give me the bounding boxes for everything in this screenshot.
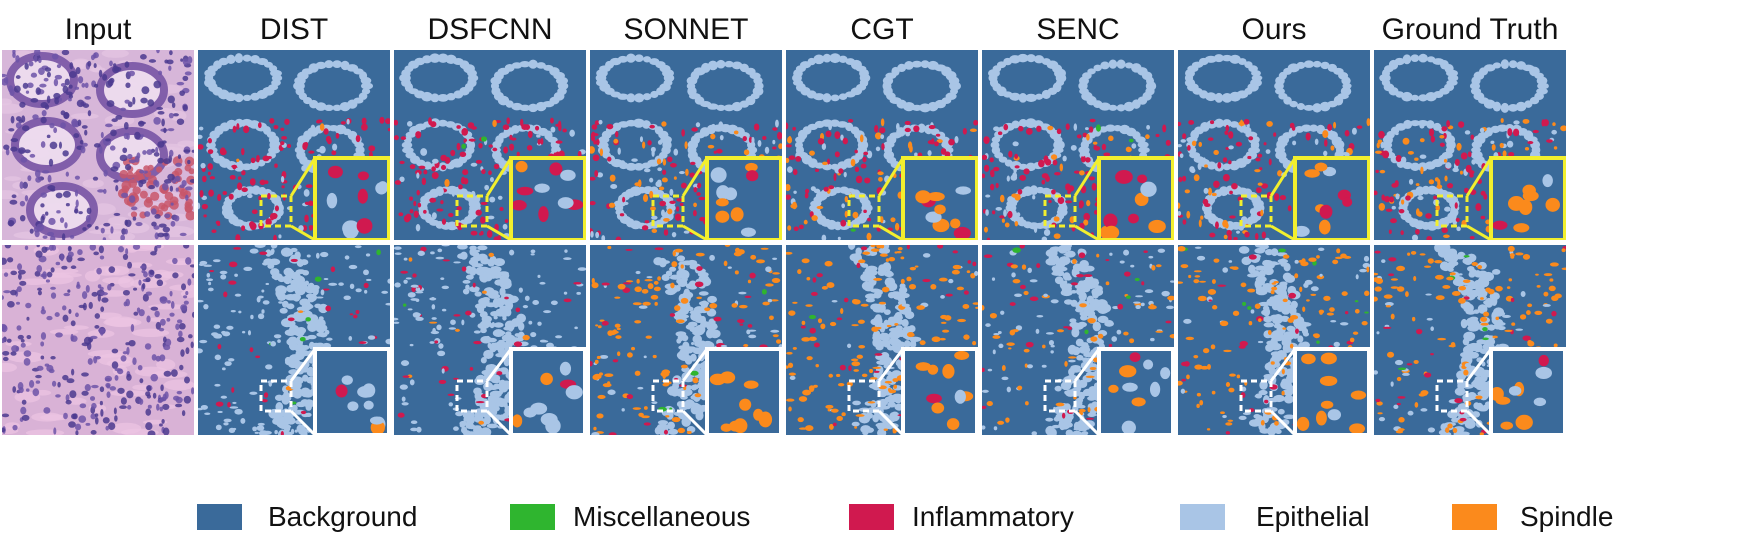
segmentation-map-ground-truth-row1 [1374, 50, 1566, 240]
legend-swatch-inflammatory [849, 504, 894, 530]
segmentation-map-dsfcnn-row1 [394, 50, 586, 240]
segmentation-map-cgt-row2 [786, 245, 978, 435]
column-header-sonnet: SONNET [623, 13, 749, 46]
segmentation-map-sonnet-row1 [590, 50, 782, 240]
segmentation-map-dsfcnn-row2 [394, 245, 586, 435]
column-header-ours: Ours [1241, 13, 1307, 46]
segmentation-map-dist-row2 [198, 245, 390, 435]
segmentation-map-sonnet-row2 [590, 245, 782, 435]
segmentation-map-dist-row1 [198, 50, 390, 240]
segmentation-map-senc-row1 [982, 50, 1174, 240]
column-header-dsfcnn: DSFCNN [427, 13, 553, 46]
column-header-dist: DIST [259, 13, 329, 46]
segmentation-map-ours-row2 [1178, 245, 1370, 435]
column-header-ground-truth: Ground Truth [1381, 13, 1559, 46]
segmentation-map-cgt-row1 [786, 50, 978, 240]
column-header-cgt: CGT [850, 13, 914, 46]
legend-label-miscellaneous: Miscellaneous [573, 501, 751, 532]
column-header-senc: SENC [1036, 13, 1120, 46]
segmentation-map-ground-truth-row2 [1374, 245, 1566, 435]
legend-label-inflammatory: Inflammatory [912, 501, 1074, 532]
legend-swatch-background [197, 504, 242, 530]
column-header-input: Input [64, 13, 132, 46]
legend-swatch-spindle [1452, 504, 1497, 530]
legend-label-epithelial: Epithelial [1256, 501, 1370, 532]
legend-label-spindle: Spindle [1520, 501, 1614, 532]
input-image-row2 [2, 245, 194, 435]
legend-swatch-epithelial [1180, 504, 1225, 530]
segmentation-map-senc-row2 [982, 245, 1174, 435]
legend-label-background: Background [268, 501, 418, 532]
input-image-row1 [2, 50, 194, 240]
legend-swatch-miscellaneous [510, 504, 555, 530]
segmentation-map-ours-row1 [1178, 50, 1370, 240]
